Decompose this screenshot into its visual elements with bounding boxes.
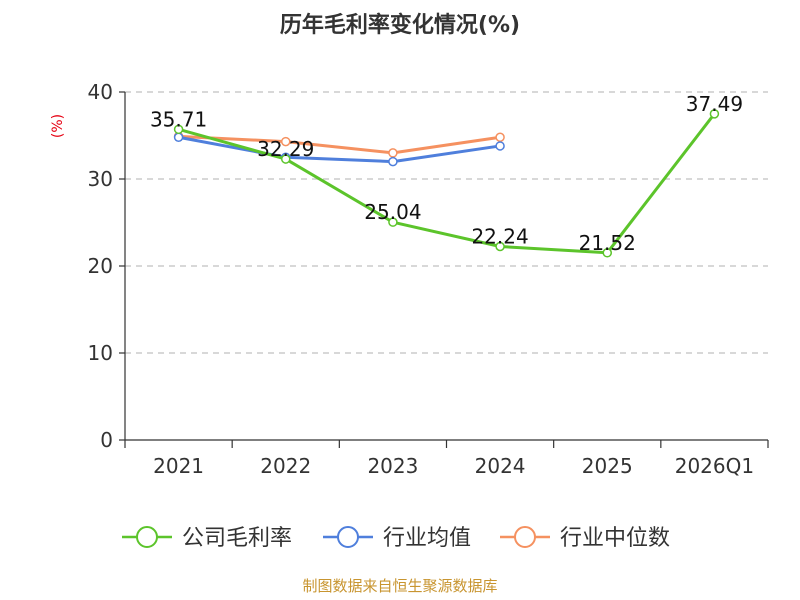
data-label: 32.29: [257, 137, 314, 161]
legend-label: 公司毛利率: [182, 526, 292, 551]
y-tick-label: 20: [88, 254, 113, 278]
x-tick-label: 2024: [475, 454, 526, 478]
series-line: [178, 134, 501, 155]
x-tick-label: 2026Q1: [675, 454, 754, 478]
series-line: [178, 112, 716, 255]
data-point: [709, 109, 720, 119]
series-lines: [173, 109, 720, 258]
data-point: [173, 132, 184, 142]
data-point: [281, 154, 291, 164]
legend-label: 行业中位数: [560, 526, 670, 551]
x-tick-label: 2022: [260, 454, 311, 478]
chart-title: 历年毛利率变化情况(%): [280, 12, 520, 38]
series-line: [178, 135, 501, 164]
data-point: [281, 136, 291, 147]
data-label: 35.71: [150, 107, 207, 131]
y-tick-label: 0: [100, 428, 113, 452]
data-point: [388, 148, 398, 158]
x-tick-label: 2023: [367, 454, 418, 478]
legend-swatch-marker: [337, 526, 359, 548]
data-label: 22.24: [471, 225, 528, 249]
data-point: [495, 141, 505, 151]
data-point: [495, 241, 505, 252]
data-point: [388, 217, 398, 227]
axes: 0 10 20 30 40 2021 2022 2023 2024 2025 2026Q1: [88, 80, 769, 478]
data-point: [388, 156, 398, 167]
data-point: [173, 124, 184, 135]
grid-lines: [125, 91, 768, 354]
legend-label: 行业均值: [383, 526, 471, 551]
legend-swatch-marker: [514, 526, 536, 548]
data-label: 21.52: [579, 231, 636, 255]
y-tick-label: 30: [88, 167, 113, 191]
data-label: 25.04: [364, 200, 421, 224]
legend: 公司毛利率 行业均值 行业中位数: [122, 526, 670, 551]
legend-swatch-marker: [136, 526, 158, 548]
x-tick-label: 2021: [153, 454, 204, 478]
y-tick-label: 40: [88, 80, 113, 104]
data-labels: 35.71 32.29 25.04 22.24 21.52 37.49: [150, 92, 743, 255]
y-tick-label: 10: [88, 341, 113, 365]
data-point: [495, 132, 505, 142]
source-note: 制图数据来自恒生聚源数据库: [302, 577, 497, 595]
x-tick-label: 2025: [582, 454, 633, 478]
y-axis-label: (%): [50, 114, 66, 138]
data-label: 37.49: [686, 92, 743, 116]
data-point: [602, 248, 612, 258]
